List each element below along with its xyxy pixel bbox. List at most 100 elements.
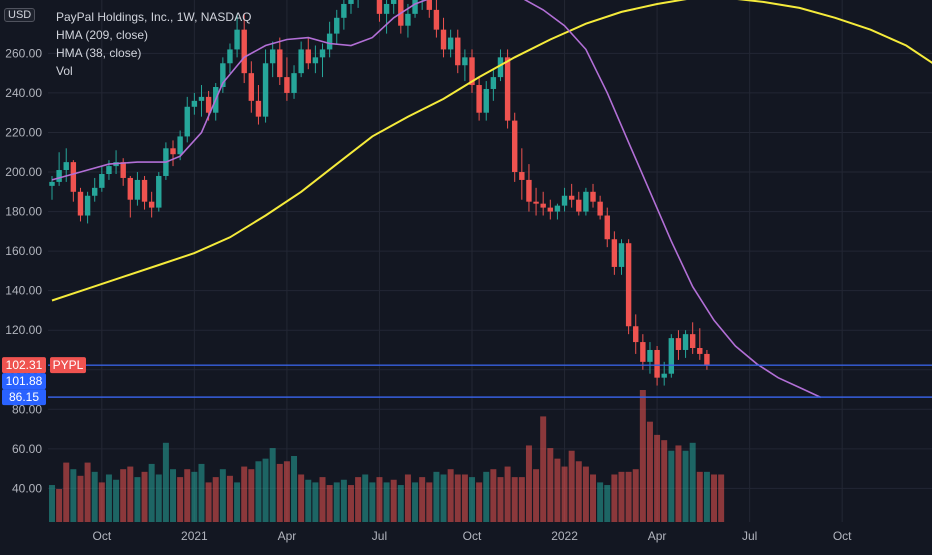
volume-bar — [255, 461, 262, 522]
volume-bar — [696, 471, 703, 522]
hma-38-line — [51, 0, 822, 399]
volume-bar — [326, 485, 333, 522]
volume-bar — [718, 474, 725, 522]
candle-body — [704, 353, 710, 366]
volume-bar — [618, 471, 625, 522]
volume-bar — [312, 482, 319, 522]
volume-bar — [219, 469, 226, 522]
volume-bar — [155, 474, 162, 522]
indicator-hma-209[interactable]: HMA (209, close) — [56, 28, 149, 42]
x-tick-label: Jul — [742, 529, 757, 543]
candle-body — [554, 205, 561, 212]
volume-bar — [120, 469, 127, 522]
chart-title[interactable]: PayPal Holdings, Inc., 1W, NASDAQ — [56, 10, 252, 24]
candle-body — [383, 3, 390, 14]
volume-bar — [91, 471, 98, 522]
hma-short-tag-bg — [2, 373, 46, 390]
candle-body — [234, 29, 240, 50]
volume-bar — [177, 477, 184, 522]
volume-bar — [319, 477, 326, 522]
volume-bar — [675, 445, 682, 522]
y-tick-label: 140.00 — [5, 284, 42, 298]
hma-long-tag-bg — [2, 389, 46, 406]
hma-short-tag: 101.88 — [6, 374, 43, 388]
y-tick-label: 120.00 — [5, 323, 42, 337]
volume-bar — [469, 477, 475, 522]
candle-body — [476, 85, 482, 113]
volume-bar — [212, 477, 219, 522]
volume-bar — [397, 485, 404, 522]
candle-body — [84, 195, 91, 216]
volume-bar — [283, 461, 290, 522]
candle-body — [697, 348, 703, 354]
candle-body — [298, 49, 304, 74]
volume-bar — [56, 489, 63, 522]
volume-bar — [682, 450, 689, 522]
indicator-hma-38[interactable]: HMA (38, close) — [56, 46, 142, 60]
volume-bar — [504, 466, 511, 522]
volume-bar — [49, 485, 55, 522]
volume-bar — [597, 482, 604, 522]
y-tick-label: 180.00 — [5, 205, 42, 219]
legend: PayPal Holdings, Inc., 1W, NASDAQ HMA (2… — [56, 8, 251, 80]
indicator-volume[interactable]: Vol — [56, 64, 73, 78]
volume-bar — [525, 445, 532, 522]
candlesticks — [49, 0, 710, 386]
volume-bar — [419, 477, 426, 522]
candle-body — [120, 162, 126, 178]
volume-bar — [148, 463, 155, 522]
volume-bar — [134, 477, 141, 522]
candle-body — [291, 73, 297, 93]
currency-badge[interactable]: USD — [4, 8, 36, 22]
y-tick-label: 220.00 — [5, 125, 42, 139]
volume-bar — [113, 479, 120, 522]
candle-body — [390, 0, 397, 4]
volume-bar — [390, 479, 397, 522]
candle-body — [341, 3, 347, 18]
y-tick-label: 160.00 — [5, 244, 42, 258]
x-tick-label: 2021 — [181, 529, 208, 543]
candle-body — [689, 334, 696, 348]
hma-lines — [51, 0, 932, 399]
volume-bar — [226, 475, 233, 522]
candle-body — [305, 49, 311, 64]
candle-body — [56, 170, 62, 182]
candle-body — [504, 57, 511, 121]
volume-bar — [127, 466, 134, 522]
candle-body — [533, 201, 539, 204]
x-tick-label: Jul — [372, 529, 387, 543]
candle-body — [604, 215, 610, 240]
candle-body — [483, 88, 489, 113]
candle-body — [134, 179, 141, 200]
volume-bar — [269, 448, 276, 522]
candle-body — [326, 33, 333, 50]
volume-bar — [575, 461, 582, 522]
candle-body — [205, 96, 212, 113]
volume-bar — [654, 434, 661, 522]
candle-body — [590, 191, 596, 202]
volume-bar — [141, 471, 148, 522]
x-tick-label: 2022 — [551, 529, 578, 543]
candle-body — [220, 63, 226, 87]
volume-bar — [582, 466, 589, 522]
x-axis: Oct 2021 Apr Jul Oct 2022 Apr Jul Oct — [92, 529, 852, 543]
candle-body — [597, 201, 603, 216]
candle-body — [640, 342, 646, 362]
candle-body — [426, 0, 432, 10]
candle-body — [540, 203, 546, 208]
candle-body — [284, 77, 290, 93]
volume-bar — [711, 474, 718, 522]
volume-bar — [632, 469, 639, 522]
volume-bar — [476, 482, 483, 522]
volume-bar — [170, 469, 177, 522]
volume-bar — [568, 450, 575, 522]
volume-bar — [205, 482, 212, 522]
volume-bar — [554, 458, 561, 522]
volume-bar — [84, 462, 91, 522]
candle-body — [618, 243, 625, 267]
y-tick-label: 200.00 — [5, 165, 42, 179]
hma-209-line — [51, 0, 932, 302]
x-tick-label: Apr — [278, 529, 297, 543]
